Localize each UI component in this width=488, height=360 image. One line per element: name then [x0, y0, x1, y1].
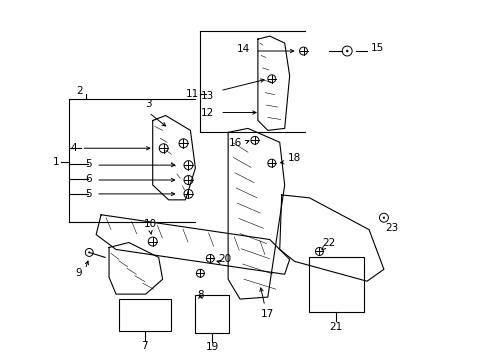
- Text: 16: 16: [228, 138, 241, 148]
- Text: 4: 4: [70, 143, 77, 153]
- Text: 2: 2: [76, 86, 82, 96]
- Text: 15: 15: [369, 43, 383, 53]
- Circle shape: [88, 251, 90, 253]
- Text: 21: 21: [329, 322, 342, 332]
- Text: 1: 1: [53, 157, 60, 167]
- Text: 19: 19: [205, 342, 219, 352]
- Text: 9: 9: [75, 268, 81, 278]
- Text: 20: 20: [218, 255, 231, 264]
- Circle shape: [382, 217, 384, 219]
- Text: 3: 3: [145, 99, 152, 109]
- Circle shape: [345, 50, 348, 52]
- Text: 14: 14: [236, 44, 249, 54]
- Text: 12: 12: [200, 108, 213, 117]
- Text: 8: 8: [197, 290, 203, 300]
- Text: 11: 11: [185, 89, 199, 99]
- Bar: [119, 299, 170, 331]
- Text: 6: 6: [85, 174, 91, 184]
- Text: 5: 5: [85, 189, 91, 199]
- Text: 7: 7: [141, 341, 148, 351]
- Text: 18: 18: [287, 153, 301, 163]
- Text: 23: 23: [385, 222, 398, 233]
- Bar: [195, 295, 229, 333]
- Text: 22: 22: [322, 238, 335, 248]
- Text: 10: 10: [144, 219, 157, 229]
- Bar: [309, 257, 364, 312]
- Text: 5: 5: [85, 159, 91, 169]
- Text: 13: 13: [200, 91, 213, 101]
- Text: 17: 17: [261, 309, 274, 319]
